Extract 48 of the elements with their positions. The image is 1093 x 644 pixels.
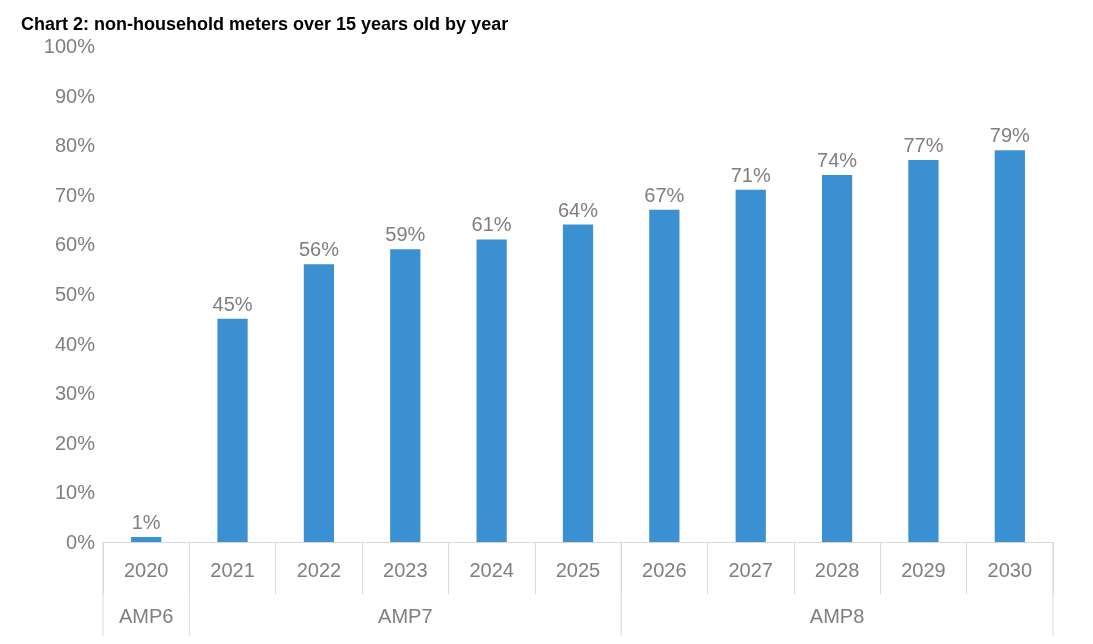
y-tick-label: 40% [54, 332, 96, 355]
y-tick-label: 60% [54, 233, 96, 256]
data-label: 56% [298, 238, 340, 261]
x-tick-label: 2023 [383, 559, 428, 581]
bar [994, 150, 1025, 542]
y-tick-label: 100% [43, 35, 96, 57]
y-tick-label: 50% [54, 283, 96, 305]
y-tick-label: 80% [54, 134, 96, 157]
x-tick-label: 2022 [296, 559, 342, 581]
y-tick-label: 70% [54, 183, 96, 206]
bar [476, 239, 507, 542]
bar [821, 174, 853, 542]
data-label: 64% [557, 198, 599, 221]
data-label: 79% [989, 124, 1031, 147]
text: AMP8 [809, 605, 865, 627]
text: AMP6 [118, 605, 174, 627]
bar [562, 224, 594, 542]
data-label: 45% [212, 292, 253, 315]
y-tick-label: 20% [54, 431, 96, 454]
text: AMP7 [378, 605, 433, 627]
x-tick-label: 2020 [123, 559, 169, 581]
bar [390, 249, 421, 542]
x-tick-label: 2029 [901, 559, 946, 581]
x-tick-label: 2028 [814, 559, 860, 581]
y-tick-label: 10% [54, 481, 96, 504]
y-tick-label: 30% [54, 382, 96, 405]
x-tick-label: 2026 [642, 559, 687, 581]
data-label: 74% [817, 148, 858, 171]
bar [735, 189, 766, 542]
bar [303, 264, 335, 542]
bar [649, 209, 680, 542]
x-tick-label: 2025 [555, 559, 601, 581]
bar [908, 160, 939, 542]
x-tick-label: 2021 [210, 559, 255, 581]
y-tick-label: 0% [66, 531, 96, 553]
x-tick-label: 2027 [728, 559, 773, 581]
data-label: 61% [471, 213, 512, 236]
data-label: 71% [730, 163, 771, 186]
bar [131, 537, 162, 542]
data-label: 77% [903, 134, 944, 157]
x-tick-label: 2030 [987, 559, 1033, 581]
x-tick-label: 2024 [469, 559, 514, 581]
bar [217, 318, 248, 542]
chart-title: Chart 2: non-household meters over 15 years old by year [21, 14, 509, 34]
data-label: 67% [644, 183, 685, 206]
data-label: 59% [385, 223, 426, 246]
data-label: 1% [131, 511, 161, 534]
y-tick-label: 90% [54, 84, 96, 107]
